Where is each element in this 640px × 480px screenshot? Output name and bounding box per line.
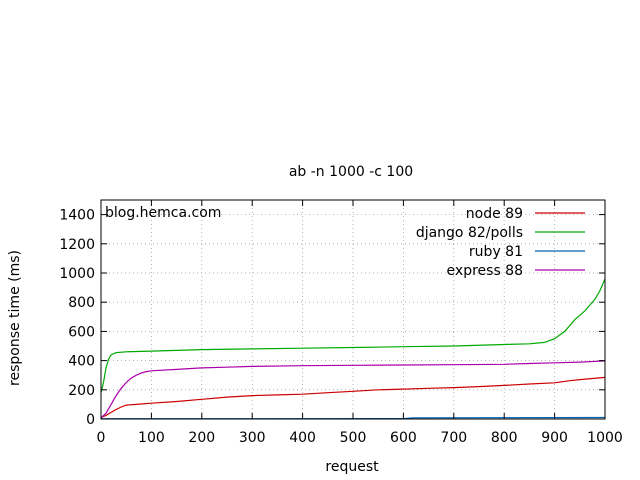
series-line-node-89 [100,376,606,419]
ticks: 0 100 200 300 400 500 600 700 800 900 1000 0 200 400 6… [59,200,623,446]
legend-label-express-88: express 88 [447,263,523,279]
series-line-express-88 [100,360,606,419]
y-tick-label: 400 [68,354,95,370]
y-tick-label: 1000 [59,266,95,282]
x-tick-label: 800 [491,430,518,446]
y-tick-label: 800 [68,295,95,311]
legend-label-node-89: node 89 [466,206,523,222]
x-tick-label: 600 [390,430,417,446]
y-tick-label: 1200 [59,237,95,253]
y-tick-label: 200 [68,383,95,399]
x-tick-label: 900 [541,430,568,446]
y-tick-label: 600 [68,324,95,340]
y-axis-label: response time (ms) [7,250,23,386]
x-tick-label: 300 [239,430,266,446]
y-tick-label: 1400 [59,208,95,224]
x-tick-label: 100 [138,430,165,446]
x-tick-label: 1000 [587,430,623,446]
x-tick-label: 200 [188,430,215,446]
x-tick-label: 400 [289,430,316,446]
x-tick-label: 0 [97,430,106,446]
legend-label-ruby-81: ruby 81 [469,244,523,260]
grid [101,200,605,419]
series-line-django-82-polls [100,278,606,393]
watermark-annotation: blog.hemca.com [105,205,221,221]
x-axis-label: request [325,459,379,475]
chart-title: ab -n 1000 -c 100 [289,164,413,180]
x-tick-label: 700 [440,430,467,446]
legend-label-django-82-polls: django 82/polls [416,225,523,241]
y-tick-label: 0 [86,412,95,428]
x-tick-label: 500 [340,430,367,446]
legend: node 89 django 82/polls ruby 81 express 88 [416,206,585,279]
